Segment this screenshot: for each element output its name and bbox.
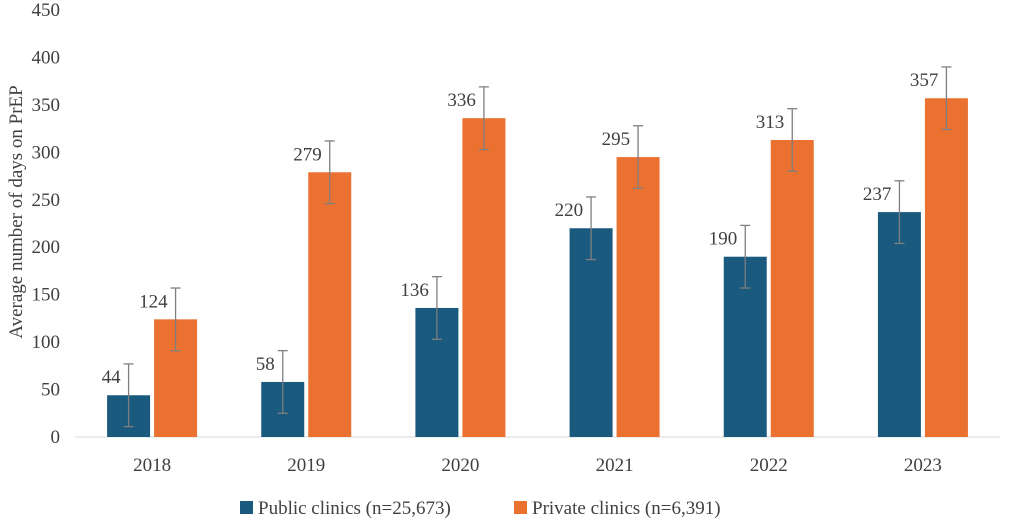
error-bar-public-2020	[431, 275, 442, 340]
bar-private-2020	[462, 118, 506, 437]
legend-swatch-public	[240, 501, 253, 514]
bars: 44 124 58 279 136 336 220 295 190 313 237 357	[102, 66, 968, 438]
x-tick-label: 2020	[441, 455, 479, 476]
data-label-private-2019: 279	[293, 144, 322, 165]
data-label-public-2022: 190	[709, 229, 738, 250]
bar-private-2019	[308, 172, 352, 437]
y-tick-label: 0	[51, 427, 61, 448]
data-label-public-2020: 136	[400, 280, 429, 301]
data-label-public-2018: 44	[102, 367, 122, 388]
error-bar-private-2019	[324, 140, 335, 205]
legend: Public clinics (n=25,673) Private clinic…	[240, 498, 721, 519]
data-label-private-2021: 295	[602, 129, 631, 150]
y-tick-label: 300	[32, 142, 61, 163]
error-bar-private-2023	[941, 66, 952, 131]
y-axis-ticks: 0 50 100 150 200 250 300 350 400 450	[32, 0, 61, 448]
error-bar-private-2022	[787, 108, 798, 172]
bar-private-2023	[924, 98, 968, 437]
x-tick-label: 2018	[133, 455, 171, 476]
error-bar-public-2023	[894, 180, 905, 245]
error-bar-public-2021	[586, 196, 597, 261]
data-label-private-2023: 357	[910, 70, 939, 91]
error-bar-public-2018	[123, 363, 134, 428]
error-bar-private-2018	[170, 287, 181, 352]
bar-private-2022	[770, 139, 814, 437]
data-label-public-2021: 220	[555, 200, 584, 221]
data-label-public-2023: 237	[863, 184, 892, 205]
x-tick-label: 2019	[287, 455, 325, 476]
y-tick-label: 150	[32, 285, 61, 306]
y-tick-label: 250	[32, 190, 61, 211]
data-label-public-2019: 58	[256, 354, 275, 375]
error-bar-private-2020	[478, 86, 489, 151]
error-bar-private-2021	[633, 125, 644, 190]
bar-public-2023	[877, 212, 921, 437]
x-tick-label: 2023	[904, 455, 942, 476]
y-tick-label: 50	[41, 380, 60, 401]
x-axis-ticks: 2018 2019 2020 2021 2022 2023	[133, 455, 942, 476]
x-tick-label: 2021	[596, 455, 634, 476]
error-bar-public-2019	[277, 350, 288, 414]
data-label-private-2022: 313	[756, 112, 785, 133]
legend-swatch-private	[514, 501, 527, 514]
legend-label-private: Private clinics (n=6,391)	[532, 498, 721, 519]
error-bar-public-2022	[740, 224, 751, 289]
x-tick-label: 2022	[750, 455, 788, 476]
bar-private-2021	[616, 157, 660, 438]
y-tick-label: 350	[32, 95, 61, 116]
y-tick-label: 100	[32, 332, 61, 353]
data-label-private-2020: 336	[447, 90, 476, 111]
data-label-private-2018: 124	[139, 291, 168, 312]
y-tick-label: 200	[32, 237, 61, 258]
bar-public-2021	[569, 228, 613, 437]
y-tick-label: 450	[32, 0, 61, 21]
y-axis-title: Average number of days on PrEP	[6, 85, 27, 338]
y-tick-label: 400	[32, 47, 61, 68]
legend-label-public: Public clinics (n=25,673)	[258, 498, 451, 519]
